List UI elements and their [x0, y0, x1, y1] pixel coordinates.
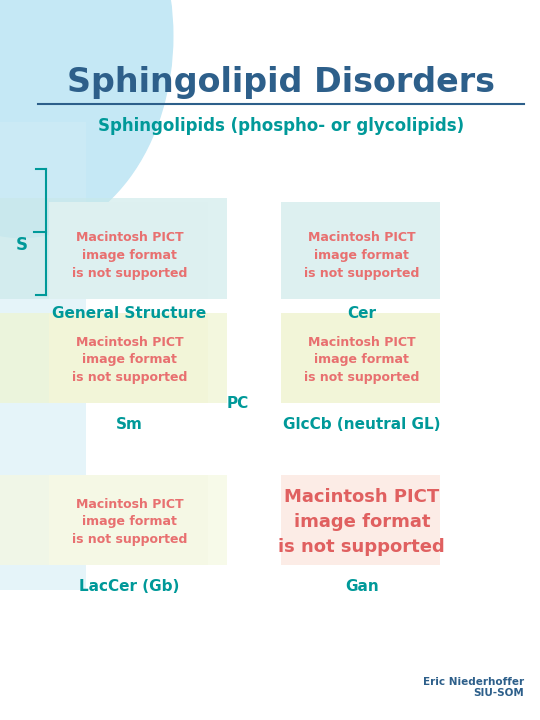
FancyBboxPatch shape [49, 313, 208, 403]
Text: Macintosh PICT
image format
is not supported: Macintosh PICT image format is not suppo… [72, 336, 187, 384]
Text: GlcCb (neutral GL): GlcCb (neutral GL) [283, 418, 441, 432]
Text: Eric Niederhoffer
SIU-SOM: Eric Niederhoffer SIU-SOM [423, 677, 524, 698]
Text: Macintosh PICT
image format
is not supported: Macintosh PICT image format is not suppo… [304, 336, 420, 384]
FancyBboxPatch shape [0, 122, 86, 590]
FancyBboxPatch shape [0, 313, 227, 403]
Circle shape [0, 0, 173, 238]
Text: Macintosh PICT
image format
is not supported: Macintosh PICT image format is not suppo… [72, 231, 187, 280]
Text: Cer: Cer [347, 306, 376, 320]
Text: LacCer (Gb): LacCer (Gb) [79, 580, 180, 594]
Text: General Structure: General Structure [52, 306, 207, 320]
Text: Sm: Sm [116, 418, 143, 432]
Text: Gan: Gan [345, 580, 379, 594]
FancyBboxPatch shape [281, 202, 440, 299]
FancyBboxPatch shape [0, 475, 227, 565]
FancyBboxPatch shape [281, 475, 440, 565]
Text: Sphingolipid Disorders: Sphingolipid Disorders [67, 66, 495, 99]
FancyBboxPatch shape [49, 475, 208, 565]
Text: PC: PC [226, 396, 249, 410]
FancyBboxPatch shape [281, 313, 440, 403]
Text: Sphingolipids (phospho- or glycolipids): Sphingolipids (phospho- or glycolipids) [98, 117, 464, 135]
Text: S: S [16, 235, 28, 253]
FancyBboxPatch shape [0, 198, 227, 299]
Text: Macintosh PICT
image format
is not supported: Macintosh PICT image format is not suppo… [279, 488, 445, 556]
Text: Macintosh PICT
image format
is not supported: Macintosh PICT image format is not suppo… [304, 231, 420, 280]
Text: Macintosh PICT
image format
is not supported: Macintosh PICT image format is not suppo… [72, 498, 187, 546]
FancyBboxPatch shape [49, 202, 208, 299]
